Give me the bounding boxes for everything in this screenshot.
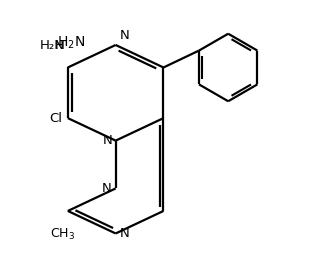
Text: Cl: Cl — [49, 112, 62, 125]
Text: N: N — [101, 182, 111, 195]
Text: $\mathdefault{CH_3}$: $\mathdefault{CH_3}$ — [50, 227, 75, 242]
Text: H₂N: H₂N — [40, 39, 65, 52]
Text: N: N — [103, 134, 113, 147]
Text: H: H — [55, 39, 65, 52]
Text: N: N — [120, 227, 130, 240]
Text: $\mathdefault{H_2N}$: $\mathdefault{H_2N}$ — [57, 34, 85, 50]
Text: N: N — [120, 29, 129, 42]
